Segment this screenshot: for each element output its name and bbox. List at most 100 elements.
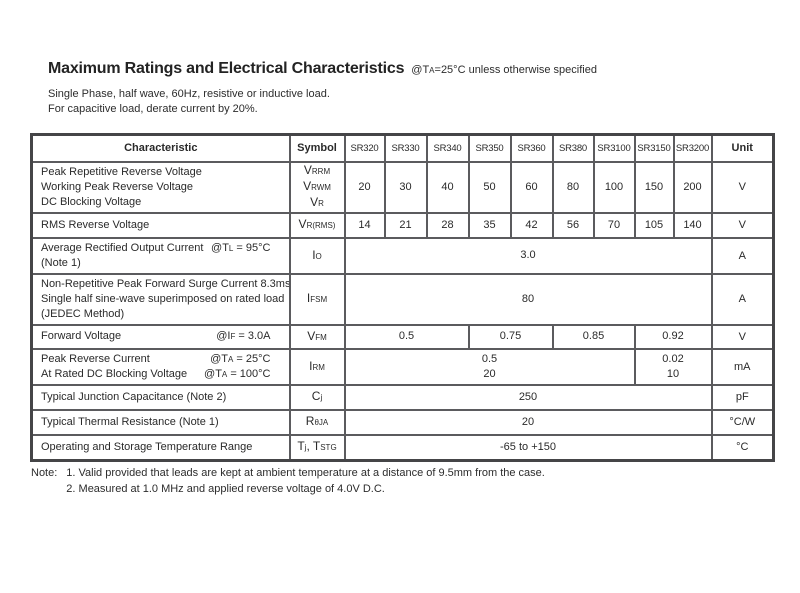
symbol-cell: VR(RMS) <box>288 211 346 239</box>
subscript-text: θJA <box>314 418 329 427</box>
value-cell: 0.85 <box>551 323 636 350</box>
text-segment: Forward Voltage <box>41 330 122 342</box>
symbol-line: IFSM <box>292 291 343 307</box>
subscript-text: j <box>304 443 307 453</box>
symbol-line: IO <box>292 247 343 264</box>
subscript-text: F <box>230 332 236 341</box>
column-header-sr3100: SR3100 <box>592 133 636 163</box>
value-cell: 56 <box>551 211 595 239</box>
value-text: 20 <box>358 180 371 193</box>
characteristic-line: At Rated DC Blocking Voltage @TA = 100°C <box>41 367 283 382</box>
symbol-line: VR <box>292 195 343 211</box>
test-condition: @TA = 100°C <box>204 367 270 382</box>
table-row-peak-forward-surge-current: Non-Repetitive Peak Forward Surge Curren… <box>30 272 775 326</box>
value-text: 70 <box>607 218 621 231</box>
subscript-text: A <box>228 354 234 364</box>
characteristic-text: Peak Reverse Current <box>41 352 150 367</box>
symbol-cell: IRM <box>288 347 346 386</box>
characteristic-cell: Non-Repetitive Peak Forward Surge Curren… <box>30 272 291 326</box>
subscript-text: FSM <box>310 295 328 304</box>
value-text: 14 <box>358 218 371 231</box>
text-segment: Peak Repetitive Reverse Voltage <box>41 165 202 178</box>
symbol-line: VFM <box>292 329 343 345</box>
value-cell: 0.92 <box>633 323 713 350</box>
text-segment: Typical Junction Capacitance (Note 2) <box>41 390 227 403</box>
value-cell: -65 to +150 <box>343 433 713 462</box>
value-text: 3.0 <box>520 249 536 261</box>
characteristic-line: Typical Junction Capacitance (Note 2) <box>41 390 283 405</box>
subscript-text: FM <box>315 332 327 342</box>
value-text: 50 <box>483 180 496 193</box>
title-row: Maximum Ratings and Electrical Character… <box>48 60 758 78</box>
characteristic-text: RMS Reverse Voltage <box>41 219 149 231</box>
text-segment: Typical Thermal Resistance (Note 1) <box>41 415 219 428</box>
value-text: 10 <box>666 367 680 380</box>
symbol-cell: Tj, TSTG <box>288 433 346 462</box>
table-row-forward-voltage: Forward Voltage @IF = 3.0A VFM 0.5 0.75 0.85 0… <box>30 323 775 350</box>
characteristic-line: Forward Voltage @IF = 3.0A <box>41 329 283 344</box>
characteristic-text: Non-Repetitive Peak Forward Surge Curren… <box>41 277 290 290</box>
text-segment: T <box>297 439 305 454</box>
subscript-text: A <box>221 369 228 379</box>
symbol-line: RθJA <box>292 414 343 430</box>
value-cell: 80 <box>551 160 595 214</box>
value-cell: 200 <box>672 160 713 214</box>
subscript-text: RWM <box>311 183 331 192</box>
value-cell: 60 <box>509 160 554 214</box>
column-header-sr330: SR330 <box>383 133 428 163</box>
value-cell: 0.02 10 <box>633 347 713 386</box>
column-header-sr340: SR340 <box>425 133 470 163</box>
text-segment: R <box>305 414 315 428</box>
subscript-text: STG <box>320 443 337 453</box>
symbol-line: IRM <box>292 358 343 375</box>
column-header-sr360: SR360 <box>509 133 554 163</box>
text-segment: = 3.0A <box>235 330 271 342</box>
value-text: 35 <box>483 218 496 231</box>
value-text: 56 <box>566 218 580 231</box>
value-cell: 30 <box>383 160 428 214</box>
text-segment: Peak Reverse Current <box>41 352 150 365</box>
text-segment: I <box>312 247 316 262</box>
value-text: 150 <box>644 180 664 193</box>
value-text: 20 <box>521 415 535 428</box>
characteristic-line: Working Peak Reverse Voltage <box>41 180 283 195</box>
characteristic-text: Typical Thermal Resistance (Note 1) <box>41 416 219 428</box>
text-segment: V <box>303 163 312 178</box>
note-item-1: 1. Valid provided that leads are kept at… <box>66 467 545 479</box>
unit-cell: V <box>710 160 775 214</box>
value-cell: 70 <box>592 211 636 239</box>
column-header-characteristic: Characteristic <box>30 133 291 163</box>
subscript-text: A <box>429 66 435 75</box>
value-text: 42 <box>525 218 538 231</box>
characteristic-line: Average Rectified Output Current @TL = 95… <box>41 241 283 256</box>
text-segment: V <box>303 179 312 193</box>
table-row-average-rectified-output-current: Average Rectified Output Current @TL = 95… <box>30 236 775 275</box>
text-segment: Non-Repetitive Peak Forward Surge Curren… <box>41 277 290 290</box>
page-title: Maximum Ratings and Electrical Character… <box>48 60 405 77</box>
text-segment: Single half sine-wave superimposed on ra… <box>41 292 285 305</box>
characteristic-text: At Rated DC Blocking Voltage <box>41 367 187 382</box>
table-row-thermal-resistance: Typical Thermal Resistance (Note 1) RθJA 2… <box>30 408 775 436</box>
unit-cell: mA <box>710 347 775 386</box>
value-text: 40 <box>441 180 454 193</box>
characteristic-text: Peak Repetitive Reverse Voltage <box>41 166 202 178</box>
value-cell: 35 <box>467 211 512 239</box>
text-segment: V <box>298 217 307 231</box>
subscript-text: L <box>228 243 234 253</box>
characteristic-line: Typical Thermal Resistance (Note 1) <box>41 415 283 430</box>
subscript-text: j <box>320 393 323 402</box>
value-cell: 3.0 <box>343 236 713 275</box>
value-text: 0.85 <box>582 330 605 342</box>
value-cell: 0.75 <box>467 323 554 350</box>
text-segment: I <box>306 291 311 305</box>
notes-block: Note: 1. Valid provided that leads are k… <box>31 466 545 497</box>
characteristic-cell: Operating and Storage Temperature Range <box>30 433 291 462</box>
value-text: 80 <box>521 292 535 305</box>
characteristic-text: DC Blocking Voltage <box>41 196 141 208</box>
text-segment: I <box>309 358 313 373</box>
table-row-operating-temperature-range: Operating and Storage Temperature Range T… <box>30 433 775 462</box>
value-cell: 42 <box>509 211 554 239</box>
unit-cell: V <box>710 323 775 350</box>
notes-label: Note: <box>31 467 58 479</box>
text-segment: Working Peak Reverse Voltage <box>41 180 194 193</box>
